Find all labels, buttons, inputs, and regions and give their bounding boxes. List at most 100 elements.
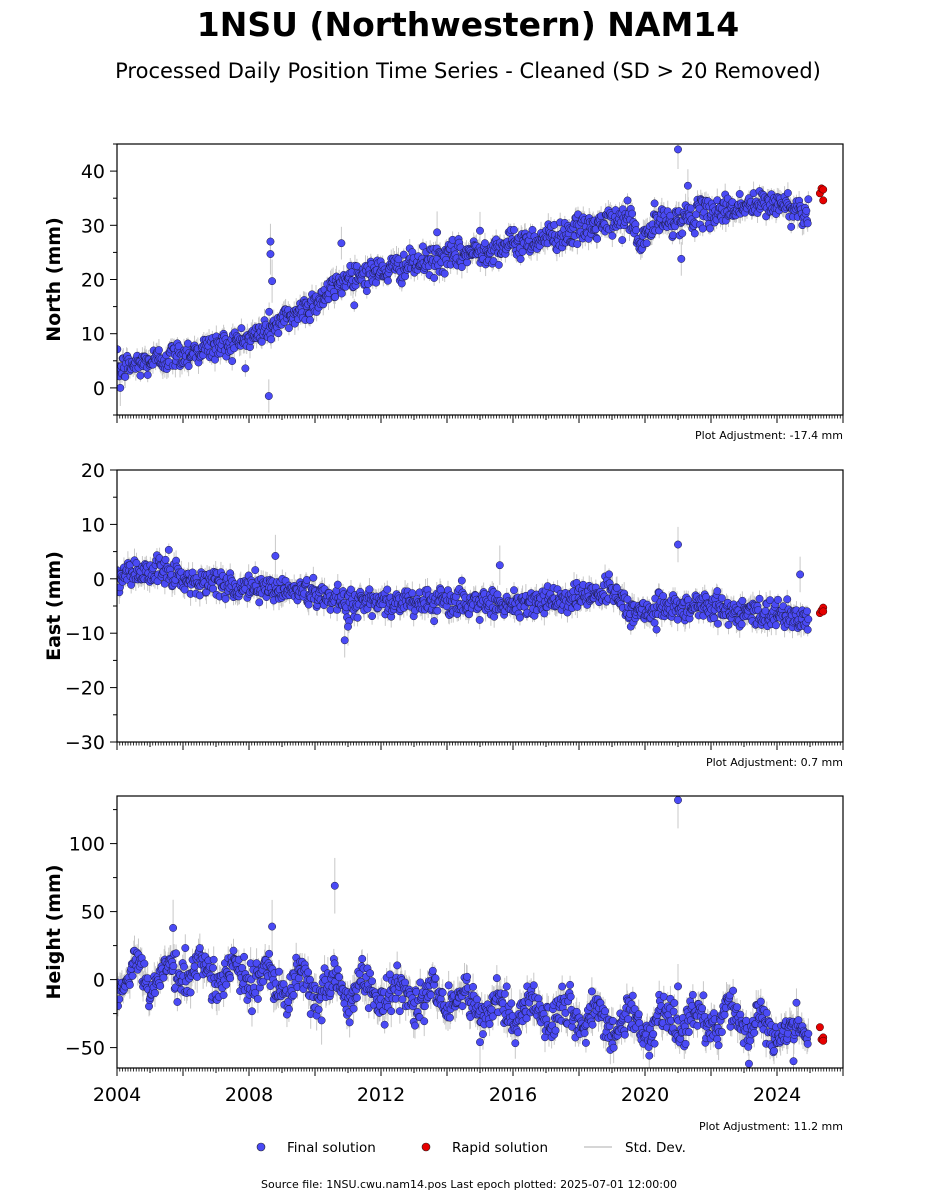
- east-final-point: [304, 600, 313, 609]
- north-final-point: [804, 195, 813, 204]
- north-final-point: [136, 371, 145, 380]
- north-final-point: [489, 257, 498, 266]
- north-ytick-label: 10: [81, 324, 105, 346]
- east-final-point: [710, 614, 718, 623]
- north-final-point: [184, 362, 193, 371]
- north-final-point: [783, 189, 792, 197]
- east-final-point: [368, 612, 377, 621]
- east-final-point: [724, 620, 733, 629]
- east-final-point: [333, 580, 342, 589]
- north-final-point: [430, 274, 439, 282]
- east-final-point: [713, 587, 722, 596]
- north-final-point: [510, 225, 518, 234]
- east-final-point: [774, 595, 782, 604]
- north-final-point: [284, 324, 293, 333]
- east-final-point: [510, 586, 518, 595]
- north-ytick-label: 40: [81, 161, 105, 183]
- east-final-points: [117, 540, 813, 645]
- east-final-point: [430, 617, 439, 626]
- east-final-point: [803, 625, 812, 634]
- north-final-point: [650, 199, 659, 208]
- north-final-point: [143, 371, 152, 379]
- east-ytick-label: −30: [65, 732, 105, 754]
- north-final-point: [618, 236, 627, 244]
- north-final-point: [787, 222, 796, 231]
- north-final-point: [802, 206, 811, 215]
- east-final-point: [221, 594, 230, 603]
- east-ytick-label: −20: [65, 678, 105, 700]
- north-final-point: [457, 263, 466, 271]
- north-final-point: [337, 289, 346, 298]
- east-ytick-label: 20: [81, 460, 105, 482]
- north-final-point: [481, 239, 489, 248]
- north-rapid-point: [819, 196, 828, 205]
- east-final-point: [271, 552, 280, 560]
- east-rapid-point: [819, 607, 828, 616]
- north-plot-adjustment: Plot Adjustment: -17.4 mm: [695, 429, 843, 442]
- east-final-point: [673, 615, 682, 624]
- east-final-point: [209, 584, 217, 593]
- north-final-point: [264, 392, 273, 400]
- east-final-point: [796, 570, 805, 579]
- east-final-point: [803, 607, 811, 616]
- east-final-point: [302, 576, 311, 584]
- north-rapid-point: [819, 185, 828, 194]
- east-final-point: [605, 570, 613, 579]
- north-final-point: [674, 145, 682, 154]
- east-final-point: [783, 595, 792, 604]
- north-final-point: [516, 255, 525, 263]
- north-std-dev-bars: [117, 144, 809, 413]
- north-final-point: [686, 204, 695, 213]
- north-final-point: [677, 254, 686, 263]
- east-final-point: [340, 636, 349, 645]
- north-final-point: [669, 231, 677, 240]
- north-final-point: [573, 240, 582, 249]
- east-ylabel: East (mm): [43, 551, 65, 661]
- east-final-point: [180, 585, 189, 594]
- north-final-point: [331, 293, 340, 302]
- north-final-point: [266, 237, 275, 246]
- east-final-point: [164, 545, 173, 554]
- east-final-point: [161, 555, 170, 564]
- north-final-point: [362, 287, 371, 296]
- east-final-point: [772, 621, 780, 630]
- north-ytick-label: 30: [81, 215, 105, 237]
- east-final-point: [515, 613, 524, 622]
- east-final-point: [475, 615, 484, 624]
- north-final-point: [154, 346, 163, 355]
- chart-title: 1NSU (Northwestern) NAM14: [197, 5, 739, 44]
- north-final-point: [241, 364, 250, 373]
- north-final-point: [628, 209, 637, 218]
- east-final-point: [652, 625, 661, 634]
- north-final-point: [642, 239, 651, 248]
- east-final-point: [738, 596, 747, 605]
- chart-subtitle: Processed Daily Position Time Series - C…: [115, 59, 821, 83]
- north-final-point: [623, 196, 632, 205]
- east-final-point: [255, 598, 264, 607]
- north-final-point: [237, 324, 246, 333]
- east-final-point: [457, 576, 466, 585]
- north-final-point: [350, 301, 359, 310]
- north-final-point: [463, 258, 472, 267]
- north-final-point: [274, 329, 283, 338]
- north-final-point: [433, 228, 442, 237]
- north-final-point: [121, 372, 130, 381]
- east-plot-area: [117, 526, 828, 658]
- height-plot-area: [117, 796, 828, 1068]
- north-final-point: [228, 357, 237, 365]
- north-ytick-label: 0: [93, 378, 105, 400]
- north-final-point: [394, 255, 403, 264]
- east-final-point: [433, 606, 442, 615]
- north-final-point: [632, 226, 641, 235]
- north-final-point: [383, 276, 392, 285]
- north-final-point: [706, 224, 714, 233]
- east-final-point: [766, 596, 775, 605]
- east-final-point: [326, 605, 335, 614]
- north-rapid-points: [815, 184, 828, 205]
- east-final-point: [344, 622, 352, 631]
- east-final-point: [495, 561, 504, 570]
- north-ytick-label: 20: [81, 270, 105, 292]
- east-ytick-label: 0: [93, 569, 105, 591]
